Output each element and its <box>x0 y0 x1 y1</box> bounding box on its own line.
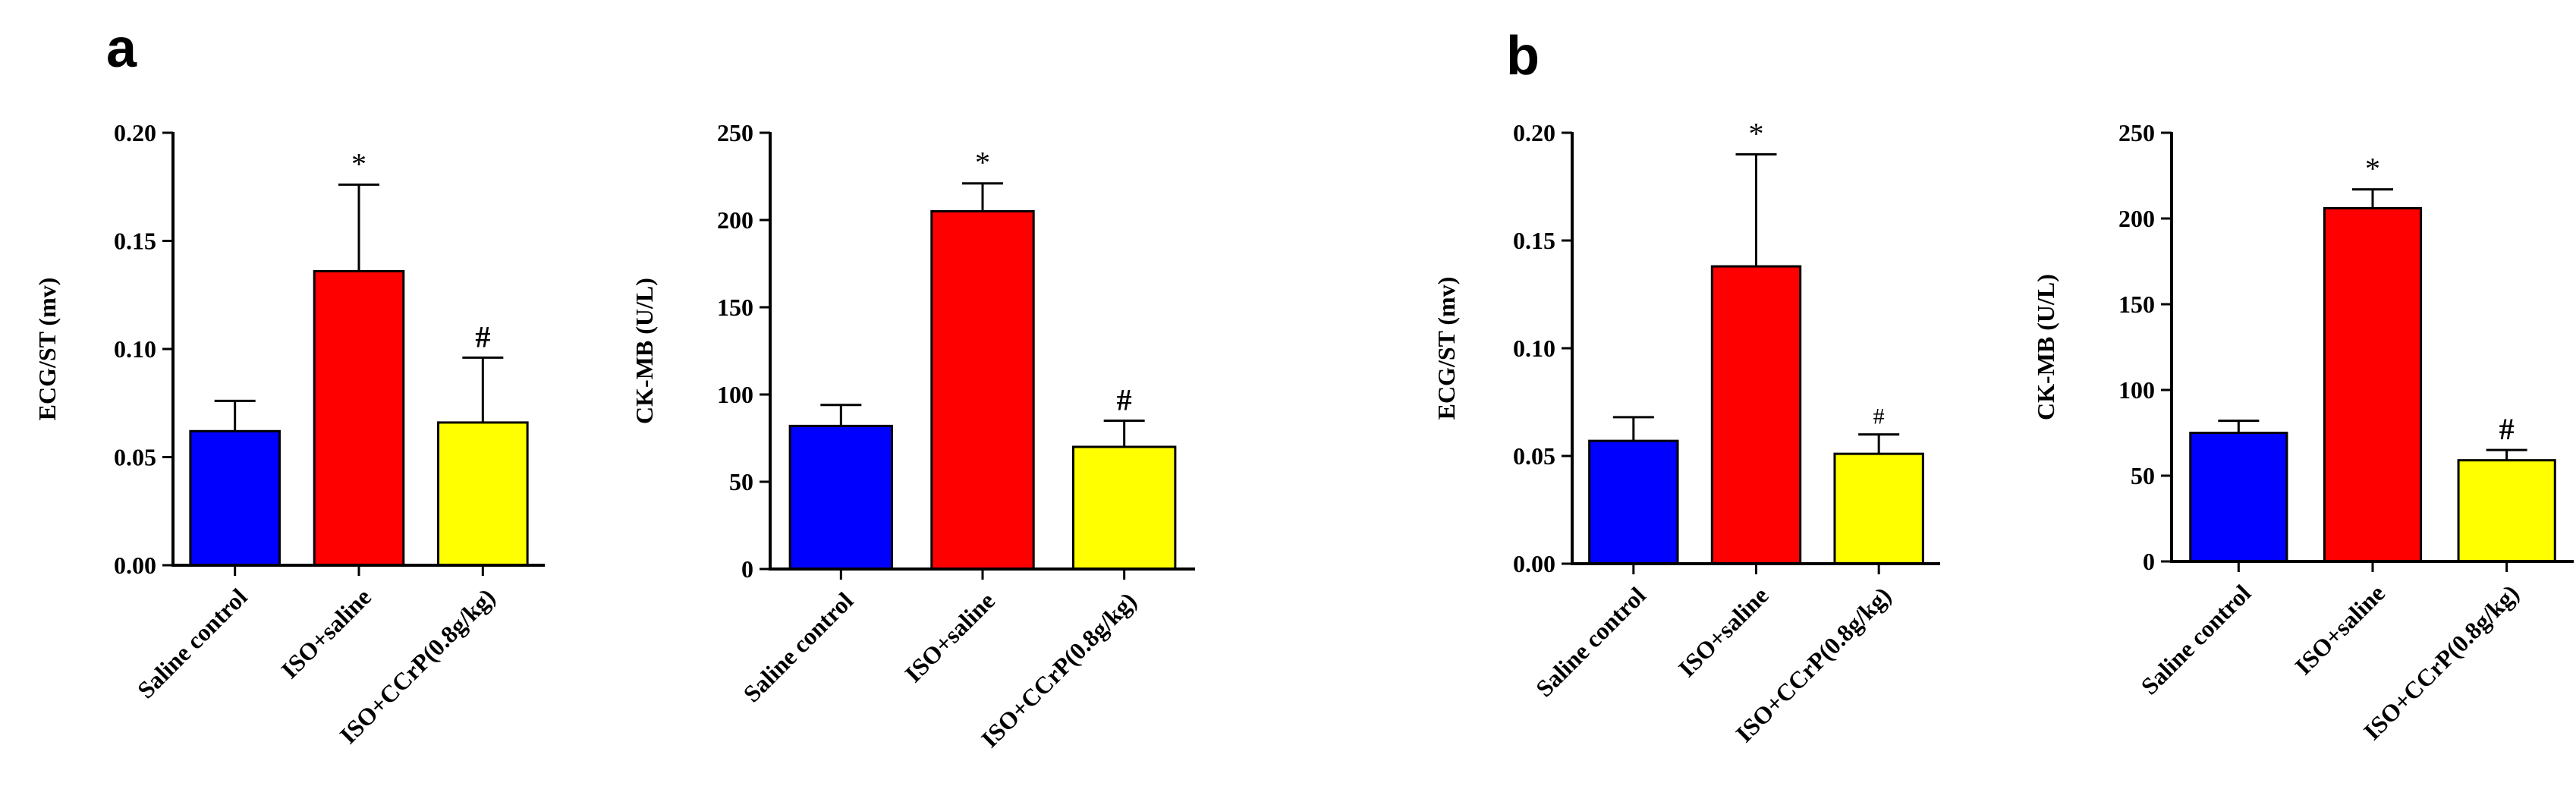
y-tick-label: 0 <box>741 555 753 583</box>
y-tick-label: 0.10 <box>1513 335 1555 362</box>
y-tick-label: 0.00 <box>1513 550 1555 577</box>
asterisk-annotation: * <box>975 146 990 180</box>
asterisk-annotation: * <box>351 146 366 181</box>
y-tick-label: 0.20 <box>1513 119 1555 146</box>
y-tick-label: 200 <box>717 206 753 234</box>
y-tick-label: 150 <box>2118 291 2155 318</box>
y-axis-title: CK-MB (U/L) <box>631 278 658 424</box>
hash-annotation: # <box>2499 412 2515 446</box>
y-tick-label: 50 <box>2131 462 2155 489</box>
category-label: Saline control <box>738 586 858 707</box>
hash-annotation: # <box>475 319 490 354</box>
y-axis-title: ECG/ST (mv) <box>1433 277 1460 420</box>
category-label: ISO+saline <box>275 583 376 684</box>
chart-1: Saline control * ISO+saline # ISO+CCrP(0.8g/… <box>631 119 1195 753</box>
y-axis-title: CK-MB (U/L) <box>2032 274 2059 420</box>
y-tick-label: 150 <box>717 294 753 321</box>
y-tick-label: 0.20 <box>114 119 156 146</box>
category-label: ISO+saline <box>899 586 1000 687</box>
y-tick-label: 0.05 <box>114 444 156 471</box>
asterisk-annotation: * <box>2365 152 2380 186</box>
bar-2 <box>313 269 405 567</box>
y-tick-label: 0.00 <box>114 552 156 579</box>
category-label: Saline control <box>132 583 253 703</box>
y-tick-label: 0.15 <box>1513 227 1555 254</box>
bar-2 <box>2323 206 2423 563</box>
y-axis-title: ECG/ST (mv) <box>33 278 61 421</box>
hash-annotation: # <box>1873 404 1885 429</box>
y-tick-label: 0.05 <box>1513 442 1555 470</box>
y-tick-label: 100 <box>2118 376 2155 404</box>
chart-0: Saline control*ISO+saline#ISO+CCrP(0.8g/… <box>33 119 545 749</box>
y-tick-label: 0.10 <box>114 335 156 363</box>
chart-2: Saline control*ISO+saline#ISO+CCrP(0.8g/… <box>1433 116 1940 747</box>
bar-1 <box>2189 432 2288 563</box>
bar-3 <box>2457 459 2556 563</box>
y-tick-label: 200 <box>2118 205 2155 232</box>
category-label: ISO+CCrP(0.8g/kg) <box>976 586 1142 753</box>
bar-2 <box>1710 265 1802 565</box>
bar-3 <box>1833 452 1924 565</box>
bar-3 <box>437 421 529 567</box>
bar-1 <box>1588 439 1679 565</box>
bar-1 <box>189 429 281 567</box>
chart-3: Saline control*ISO+saline#ISO+CCrP(0.8g/… <box>2032 119 2574 745</box>
y-tick-label: 250 <box>2118 119 2155 146</box>
bar-1 <box>788 424 894 571</box>
category-label: ISO+saline <box>1673 581 1774 682</box>
category-label: ISO+saline <box>2289 579 2390 680</box>
y-tick-label: 0.15 <box>114 228 156 255</box>
bar-2 <box>930 210 1035 571</box>
charts-container: Saline control * ISO+saline # ISO+CCrP(0.8g/… <box>33 116 2574 753</box>
y-tick-label: 50 <box>729 468 753 495</box>
y-tick-label: 100 <box>717 381 753 408</box>
y-tick-label: 0 <box>2143 548 2155 575</box>
panel-letter-a: a <box>106 18 137 79</box>
panel-letter-b: b <box>1506 26 1540 86</box>
category-label: Saline control <box>1530 581 1651 702</box>
category-label: Saline control <box>2135 579 2256 700</box>
hash-annotation: # <box>1117 383 1132 417</box>
asterisk-annotation: * <box>1749 116 1764 150</box>
y-tick-label: 250 <box>717 119 753 146</box>
bar-3 <box>1071 445 1177 571</box>
